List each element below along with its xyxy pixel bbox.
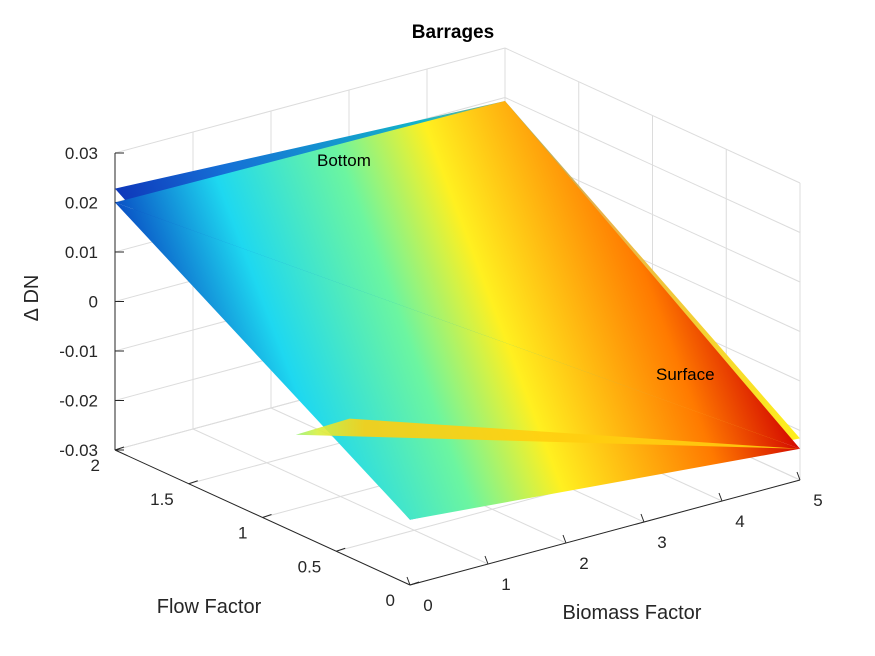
annotation-bottom: Bottom bbox=[317, 151, 371, 170]
z-tick-label: 0.01 bbox=[65, 243, 98, 262]
sidewall-gridline-z bbox=[504, 97, 801, 233]
y-tick-mark bbox=[409, 581, 420, 586]
y-tick-label: 0 bbox=[386, 591, 395, 610]
z-tick-label: -0.01 bbox=[59, 342, 98, 361]
x-axis-label: Biomass Factor bbox=[563, 602, 702, 624]
x-tick-mark bbox=[406, 576, 411, 586]
y-tick-label: 0.5 bbox=[298, 557, 322, 576]
chart-title: Barrages bbox=[412, 22, 494, 43]
x-tick-mark bbox=[562, 534, 567, 544]
x-tick-mark bbox=[796, 471, 801, 481]
y-tick-label: 1.5 bbox=[150, 490, 174, 509]
y-axis-label: Flow Factor bbox=[157, 596, 262, 618]
y-tick-label: 2 bbox=[91, 456, 100, 475]
y-tick-mark bbox=[262, 514, 272, 518]
x-tick-mark bbox=[718, 492, 723, 502]
y-tick-label: 1 bbox=[238, 524, 247, 543]
surface-fold-crease bbox=[295, 418, 800, 449]
x-tick-label: 2 bbox=[579, 554, 588, 573]
x-tick-label: 0 bbox=[423, 596, 432, 615]
sidewall-gridline-z bbox=[504, 47, 801, 184]
y-tick-mark bbox=[336, 547, 346, 552]
x-tick-label: 5 bbox=[813, 491, 822, 510]
x-tick-label: 4 bbox=[735, 512, 744, 531]
x-tick-mark bbox=[484, 555, 489, 565]
y-tick-mark bbox=[188, 480, 198, 485]
z-axis-label: Δ DN bbox=[21, 275, 43, 322]
z-tick-label: 0.03 bbox=[65, 144, 98, 163]
z-tick-label: 0.02 bbox=[65, 194, 98, 213]
surface-top-fold bbox=[115, 101, 800, 449]
annotation-surface: Surface bbox=[656, 365, 715, 384]
x-axis-line bbox=[409, 479, 801, 586]
x-tick-label: 1 bbox=[501, 575, 510, 594]
z-tick-label: -0.02 bbox=[59, 392, 98, 411]
z-tick-label: 0 bbox=[89, 293, 98, 312]
backwall-gridline-z bbox=[114, 47, 506, 154]
x-tick-label: 3 bbox=[657, 533, 666, 552]
tick-labels: 01234500.511.52-0.03-0.02-0.0100.010.020… bbox=[59, 144, 822, 615]
z-tick-label: -0.03 bbox=[59, 441, 98, 460]
surface-plot bbox=[115, 101, 800, 520]
x-tick-mark bbox=[640, 513, 645, 523]
